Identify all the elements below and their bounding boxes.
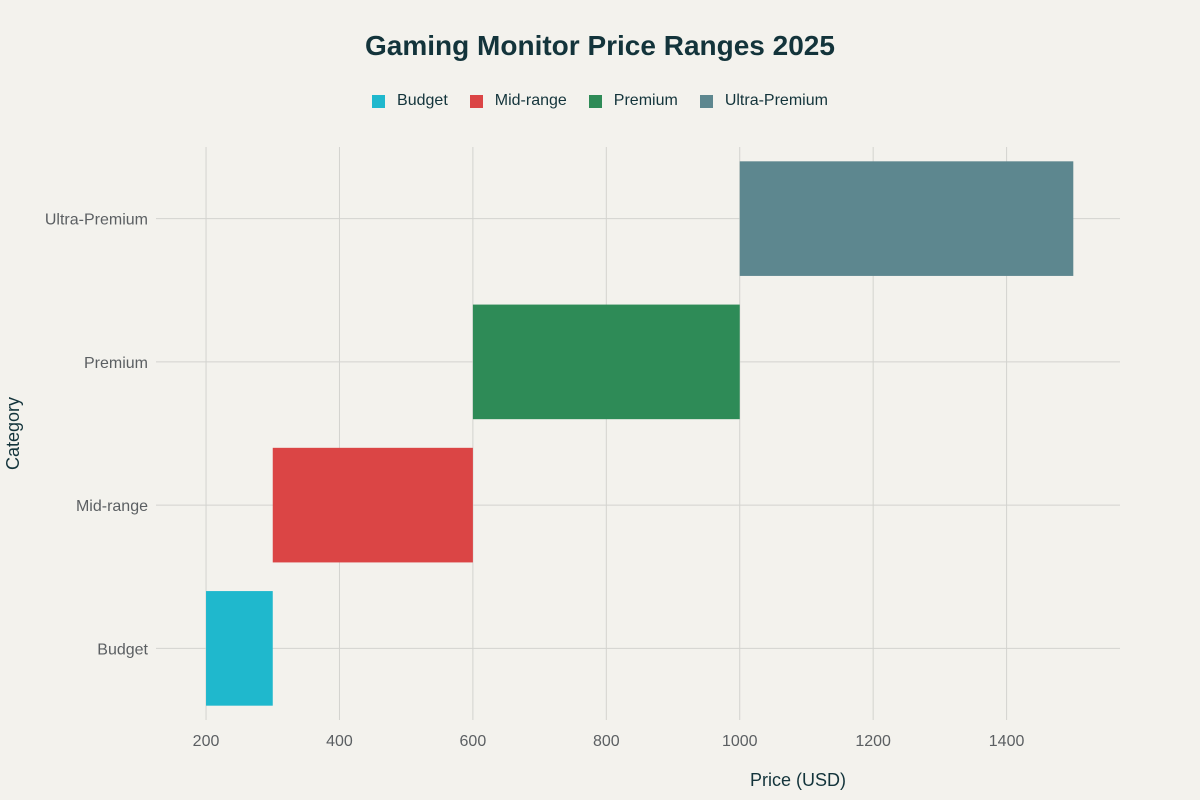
bar-ultra-premium[interactable] xyxy=(739,161,1074,276)
x-tick-label-200: 200 xyxy=(193,733,220,750)
y-tick-label-premium: Premium xyxy=(84,355,148,372)
x-tick-label-800: 800 xyxy=(593,733,620,750)
bar-premium[interactable] xyxy=(472,304,740,420)
x-tick-label-1400: 1400 xyxy=(989,733,1025,750)
y-tick-label-budget: Budget xyxy=(97,641,148,658)
legend: Budget Mid-range Premium Ultra-Premium xyxy=(0,92,1200,110)
x-tick-label-600: 600 xyxy=(460,733,487,750)
legend-swatch-ultra-premium xyxy=(699,94,713,108)
x-axis-title: Price (USD) xyxy=(750,770,846,790)
legend-item-mid-range[interactable]: Mid-range xyxy=(469,92,567,110)
legend-item-ultra-premium[interactable]: Ultra-Premium xyxy=(699,92,828,110)
y-tick-label-mid-range: Mid-range xyxy=(76,498,148,515)
legend-item-premium[interactable]: Premium xyxy=(588,92,678,110)
y-axis-title: Category xyxy=(3,397,23,470)
bar-budget[interactable] xyxy=(206,591,273,706)
legend-label-ultra-premium: Ultra-Premium xyxy=(724,92,828,109)
legend-label-premium: Premium xyxy=(613,92,678,109)
x-tick-label-1000: 1000 xyxy=(722,733,758,750)
legend-swatch-budget xyxy=(372,94,386,108)
legend-swatch-mid-range xyxy=(469,94,483,108)
y-tick-label-ultra-premium: Ultra-Premium xyxy=(45,212,148,229)
chart-title: Gaming Monitor Price Ranges 2025 xyxy=(365,30,835,61)
legend-item-budget[interactable]: Budget xyxy=(372,92,448,110)
legend-swatch-premium xyxy=(588,94,602,108)
bar-mid-range[interactable] xyxy=(272,447,473,563)
x-tick-label-400: 400 xyxy=(326,733,353,750)
legend-label-budget: Budget xyxy=(397,92,448,109)
x-tick-label-1200: 1200 xyxy=(855,733,891,750)
legend-label-mid-range: Mid-range xyxy=(494,92,567,109)
